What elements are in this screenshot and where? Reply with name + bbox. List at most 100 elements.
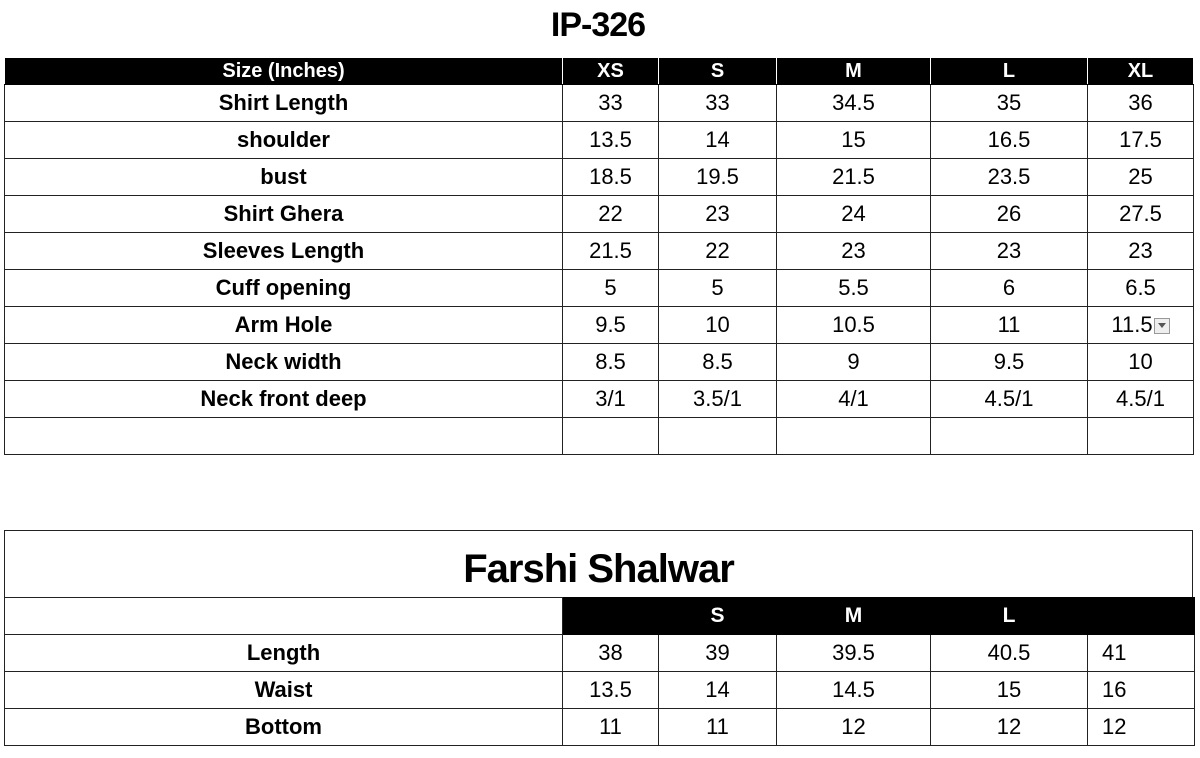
cell-value: 16.5: [987, 127, 1031, 152]
cell-value: 17.5: [1119, 127, 1162, 152]
cell-value: 24: [841, 201, 866, 226]
cell-value: 23: [841, 238, 866, 263]
value-cell: 33: [562, 84, 659, 122]
value-cell: 41: [1087, 634, 1195, 672]
value-cell: 3.5/1: [658, 380, 777, 418]
cell-value: 8.5: [702, 349, 733, 374]
value-cell: 25: [1087, 158, 1194, 196]
page-title: IP-326: [550, 6, 646, 44]
cell-value: 23.5: [987, 164, 1031, 189]
value-cell: 23: [658, 195, 777, 233]
cell-value: 9.5: [595, 312, 626, 337]
table-row: Cuff opening 5 5 5.5 6 6.5: [4, 269, 1194, 307]
cell-value: 23: [996, 238, 1022, 263]
value-cell: 9.5: [930, 343, 1088, 381]
value-cell: 6.5: [1087, 269, 1194, 307]
value-cell: 23: [930, 232, 1088, 270]
cell-value: 39.5: [832, 640, 875, 665]
cell-value: 5: [711, 275, 724, 300]
value-cell: 9: [776, 343, 931, 381]
value-cell: 15: [776, 121, 931, 159]
header-cell: S: [658, 597, 777, 635]
cell-value: 40.5: [987, 640, 1031, 665]
cell-value: 4/1: [838, 386, 869, 411]
cell-value: 34.5: [832, 90, 875, 115]
value-cell: 3/1: [562, 380, 659, 418]
value-cell: 27.5: [1087, 195, 1194, 233]
dropdown-arrow-icon[interactable]: [1153, 318, 1170, 335]
table-row: Length 38 39 39.5 40.5 41: [4, 634, 1195, 672]
row-label: Length: [4, 634, 563, 672]
value-cell: 8.5: [658, 343, 777, 381]
value-cell: 39.5: [776, 634, 931, 672]
cell-value: 6.5: [1125, 275, 1156, 300]
cell-value: 12: [1102, 714, 1127, 739]
cell-value: 27.5: [1119, 201, 1162, 226]
value-cell: 6: [930, 269, 1088, 307]
header-cell: [562, 597, 659, 635]
row-label: Cuff opening: [4, 269, 563, 307]
table-row: [4, 417, 1194, 455]
cell-value: 10: [705, 312, 730, 337]
cell-value: 9: [847, 349, 860, 374]
cell-value: 13.5: [589, 127, 632, 152]
cell-value: 11: [997, 312, 1021, 337]
row-label: Arm Hole: [4, 306, 563, 344]
header-cell: [1087, 597, 1195, 635]
shirt-size-table: Size (Inches) XS S M L XL Shirt Length 33…: [4, 57, 1194, 455]
value-cell: 8.5: [562, 343, 659, 381]
header-cell: [4, 597, 563, 635]
cell-value: 11: [599, 714, 622, 739]
row-label: Sleeves Length: [4, 232, 563, 270]
table-row: Arm Hole 9.5 10 10.5 11 11.5: [4, 306, 1194, 344]
value-cell: 34.5: [776, 84, 931, 122]
shalwar-size-table: S M L Length 38 39 39.5 40.5 41 Waist 13.5 14 14.…: [4, 597, 1195, 746]
cell-value: 10: [1128, 349, 1153, 374]
row-label: Shirt Ghera: [4, 195, 563, 233]
cell-value: 3/1: [595, 386, 626, 411]
cell-value: 11.5: [1111, 312, 1153, 337]
cell-value: 33: [705, 90, 730, 115]
cell-value: 18.5: [589, 164, 632, 189]
value-cell: 14: [658, 671, 777, 709]
cell-value: 23: [705, 201, 730, 226]
row-label: Bottom: [4, 708, 563, 746]
row-label: Neck width: [4, 343, 563, 381]
value-cell: 23: [1087, 232, 1194, 270]
value-cell: [1087, 417, 1194, 455]
value-cell: 36: [1087, 84, 1194, 122]
header-row: S M L: [4, 597, 1195, 635]
cell-value: 39: [705, 640, 730, 665]
header-cell: Size (Inches): [4, 57, 563, 85]
value-cell: 13.5: [562, 121, 659, 159]
cell-value: 12: [841, 714, 866, 739]
value-cell: 18.5: [562, 158, 659, 196]
cell-value: 5.5: [838, 275, 869, 300]
cell-value: 14.5: [832, 677, 875, 702]
table-row: Neck width 8.5 8.5 9 9.5 10: [4, 343, 1194, 381]
table-row: bust 18.5 19.5 21.5 23.5 25: [4, 158, 1194, 196]
value-cell: 11.5: [1087, 306, 1194, 344]
value-cell: 14: [658, 121, 777, 159]
cell-value: 11: [706, 714, 729, 739]
header-row: Size (Inches) XS S M L XL: [4, 57, 1194, 85]
row-label: Neck front deep: [4, 380, 563, 418]
value-cell: 14.5: [776, 671, 931, 709]
table-row: Neck front deep 3/1 3.5/1 4/1 4.5/1 4.5/1: [4, 380, 1194, 418]
table-row: Shirt Length 33 33 34.5 35 36: [4, 84, 1194, 122]
header-cell: L: [930, 57, 1088, 85]
header-cell: XL: [1087, 57, 1194, 85]
value-cell: 33: [658, 84, 777, 122]
value-cell: 15: [930, 671, 1088, 709]
cell-value: 15: [841, 127, 866, 152]
value-cell: [562, 417, 659, 455]
value-cell: 4.5/1: [1087, 380, 1194, 418]
value-cell: 16.5: [930, 121, 1088, 159]
value-cell: 4.5/1: [930, 380, 1088, 418]
value-cell: 11: [562, 708, 659, 746]
cell-value: 8.5: [595, 349, 626, 374]
cell-value: 41: [1102, 640, 1127, 665]
value-cell: 38: [562, 634, 659, 672]
value-cell: 12: [930, 708, 1088, 746]
table-row: Waist 13.5 14 14.5 15 16: [4, 671, 1195, 709]
